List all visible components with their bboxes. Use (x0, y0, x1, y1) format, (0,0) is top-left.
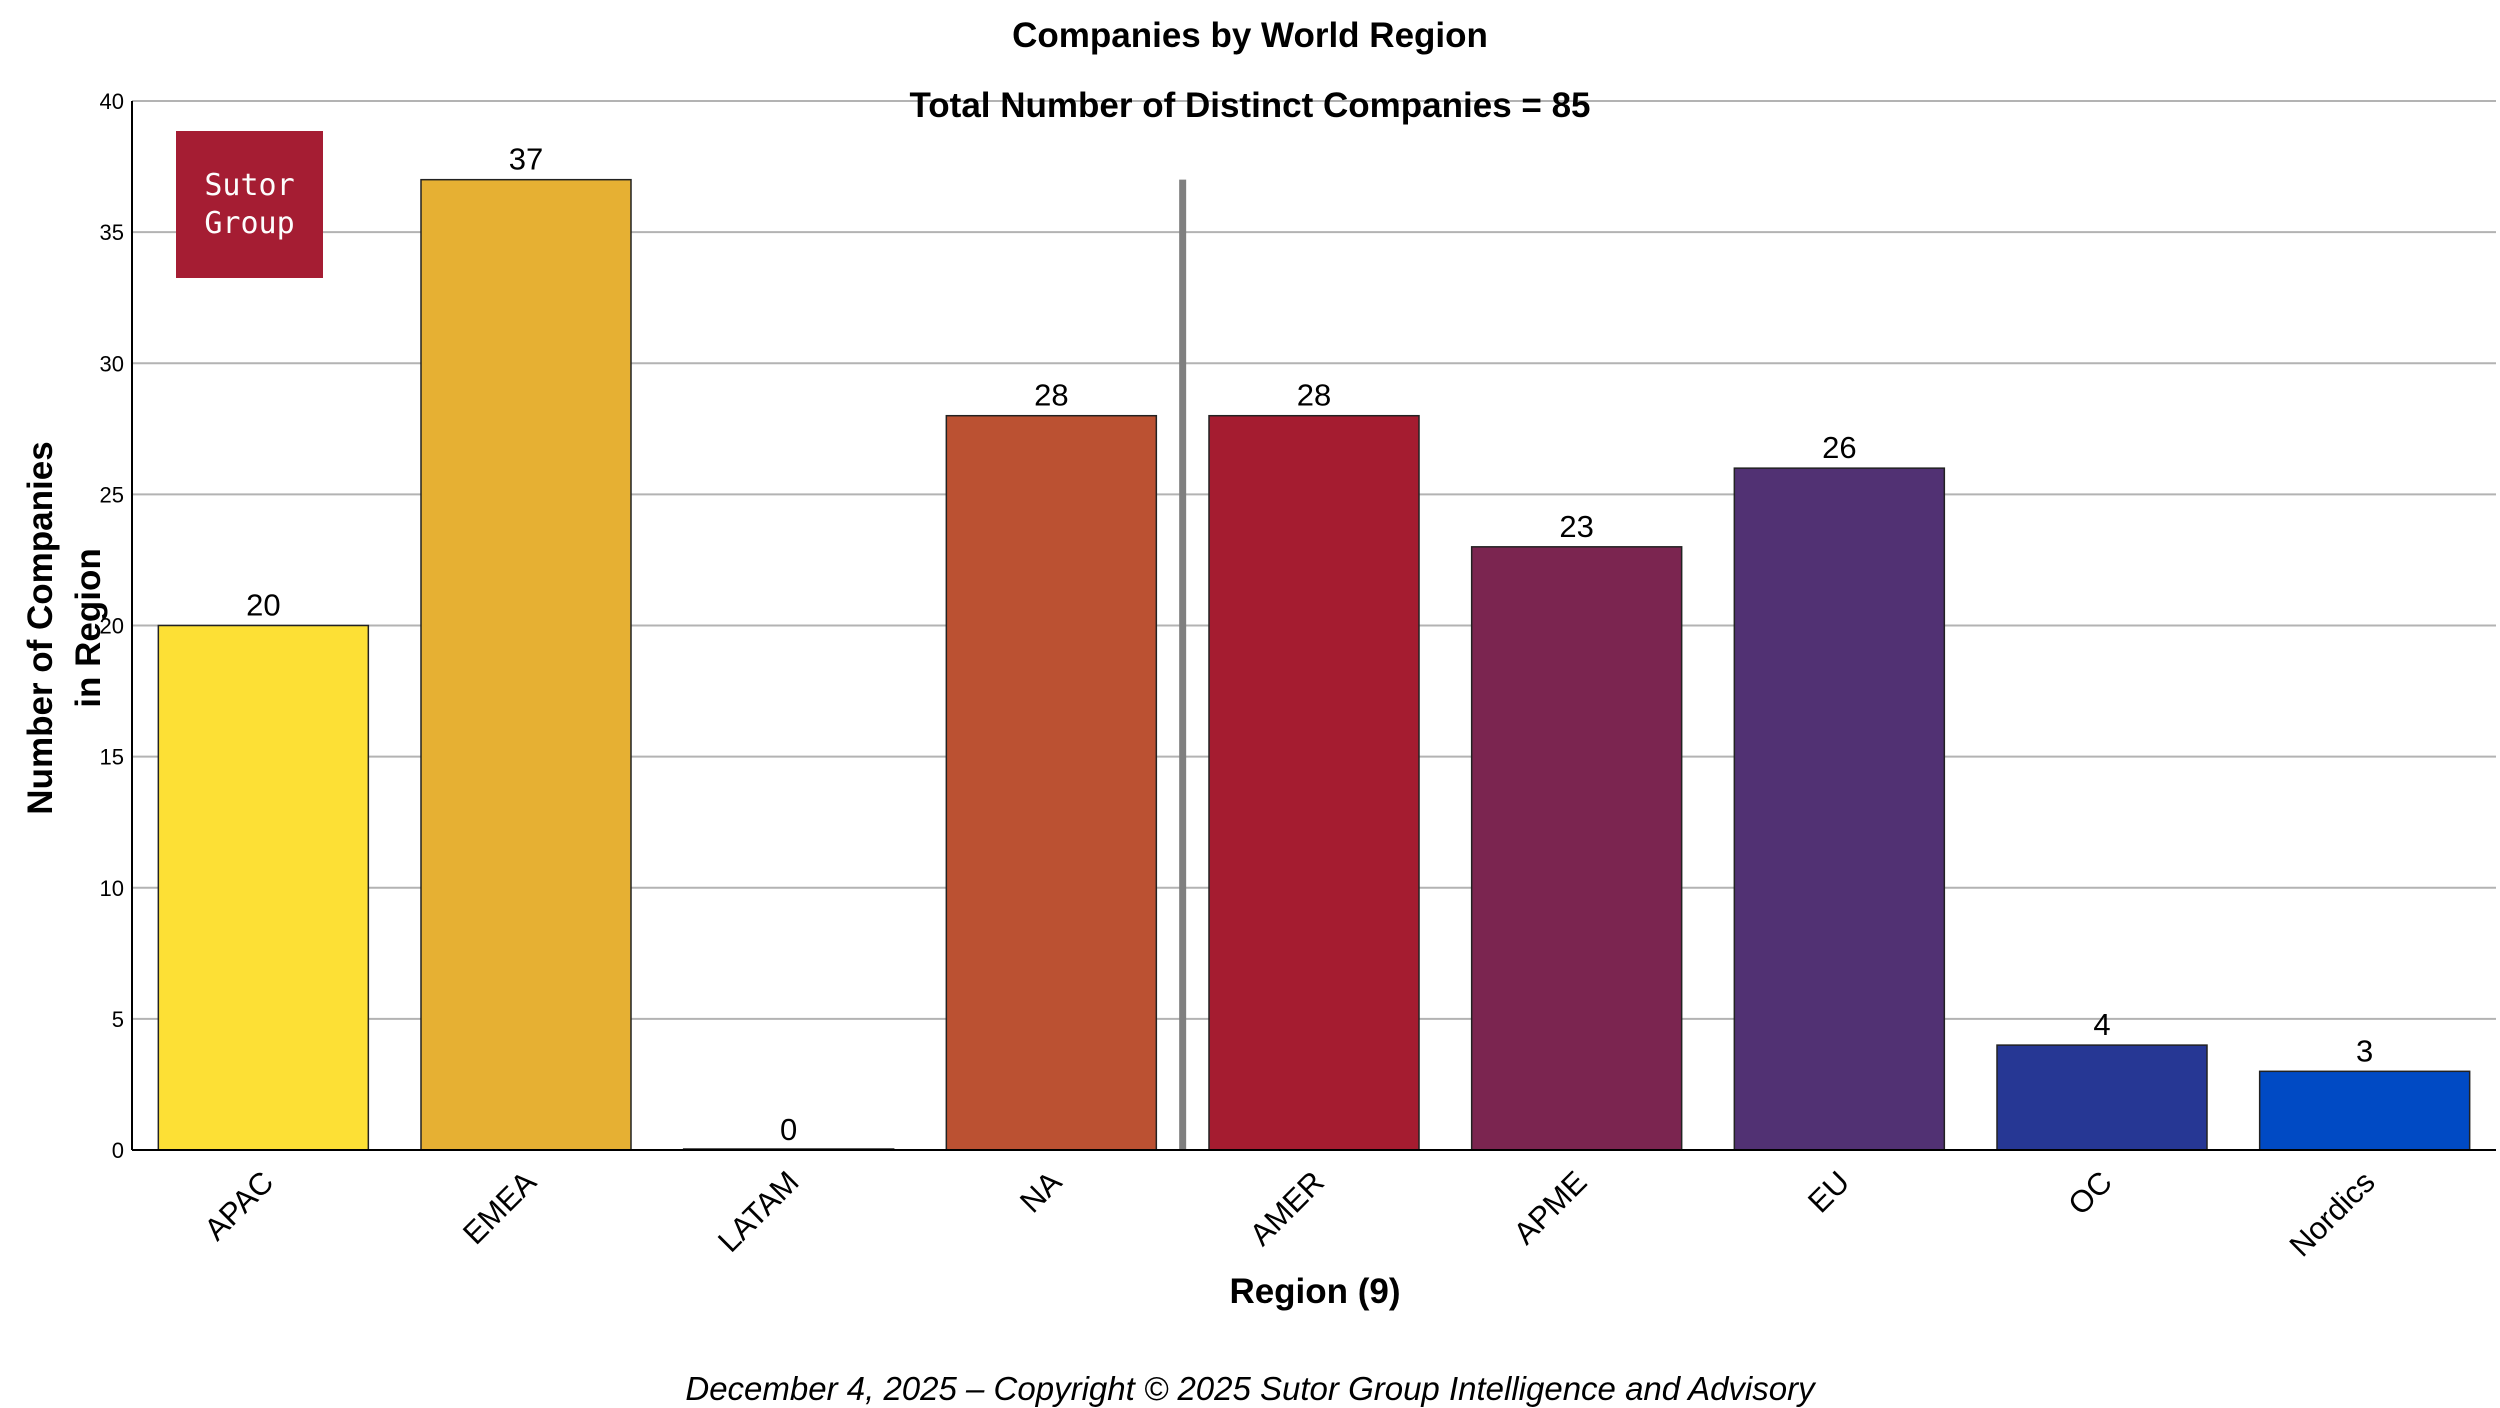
bar-na (945, 414, 1158, 1151)
x-tick-label: OC (2061, 1164, 2119, 1222)
data-label: 0 (780, 1112, 797, 1147)
x-tick-label: AMER (1243, 1164, 1331, 1252)
bar-nordics (2258, 1070, 2471, 1151)
y-tick-label: 10 (100, 876, 124, 901)
data-label: 20 (246, 588, 280, 623)
y-tick-label: 40 (100, 89, 124, 114)
bar-apme (1470, 546, 1683, 1151)
y-tick-labels: 0 5 10 15 20 25 30 35 40 (100, 89, 124, 1163)
bar-oc (1996, 1044, 2208, 1151)
y-tick-label: 0 (112, 1138, 124, 1163)
y-axis-label-line-2: in Region (69, 548, 108, 708)
axes (131, 101, 2496, 1151)
chart-subtitle: Total Number of Distinct Companies = 85 (909, 86, 1591, 125)
y-tick-label: 35 (100, 220, 124, 245)
bar-eu (1733, 467, 1946, 1151)
x-tick-label: Nordics (2283, 1164, 2382, 1263)
data-label: 26 (1822, 430, 1856, 465)
x-tick-label: APAC (197, 1164, 280, 1247)
x-tick-labels: APAC EMEA LATAM NA AMER APME EU OC Nordics (197, 1164, 2381, 1263)
y-tick-label: 15 (100, 745, 124, 770)
data-label: 23 (1559, 509, 1593, 544)
x-axis-label: Region (9) (1229, 1272, 1401, 1311)
x-tick-label: EMEA (456, 1164, 543, 1251)
bars (157, 178, 2471, 1151)
data-label: 28 (1034, 378, 1068, 413)
logo-line-2: Group (204, 205, 295, 241)
y-axis-label: Number of Companies in Region (17, 328, 113, 928)
copyright-footer: December 4, 2025 – Copyright © 2025 Suto… (685, 1370, 1815, 1407)
data-label: 37 (509, 142, 543, 177)
x-tick-label: EU (1801, 1164, 1856, 1219)
y-tick-label: 25 (100, 482, 124, 507)
y-axis-label-line-1: Number of Companies (21, 441, 60, 815)
bar-amer (1208, 414, 1420, 1151)
data-label: 28 (1297, 378, 1331, 413)
bar-emea (420, 178, 632, 1151)
x-tick-label: NA (1013, 1164, 1068, 1219)
data-label: 4 (2093, 1007, 2110, 1042)
x-tick-label: LATAM (711, 1164, 806, 1259)
logo-line-1: Sutor (204, 167, 295, 203)
y-tick-label: 30 (100, 351, 124, 376)
data-label: 3 (2356, 1033, 2373, 1068)
y-tick-label: 20 (100, 614, 124, 639)
data-labels: 20 37 0 28 28 23 26 4 3 (246, 142, 2373, 1147)
chart-title: Companies by World Region (1012, 16, 1488, 55)
x-tick-label: APME (1507, 1164, 1594, 1251)
sutor-group-logo: Sutor Group (176, 131, 323, 278)
y-tick-label: 5 (112, 1007, 124, 1032)
bar-apac (157, 624, 370, 1151)
